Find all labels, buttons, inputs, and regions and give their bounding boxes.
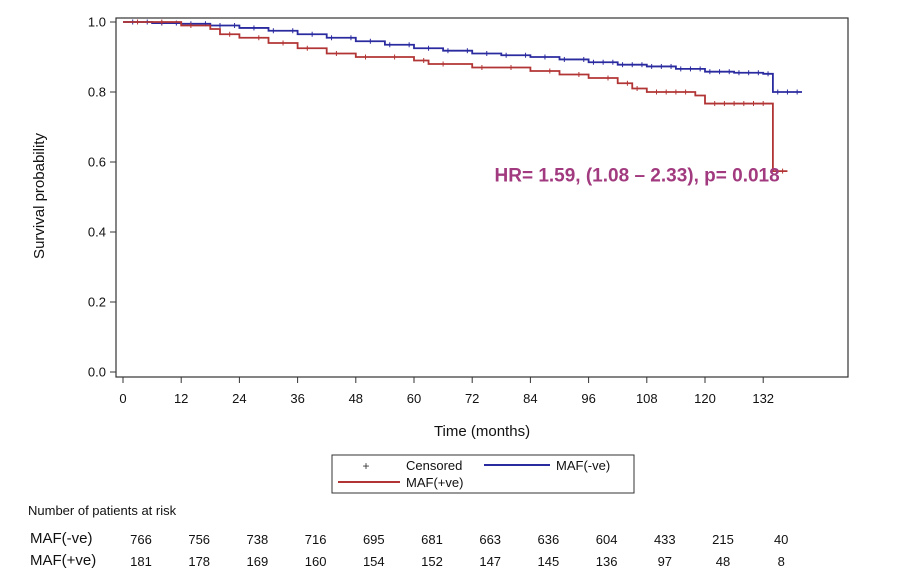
x-tick-label: 132 xyxy=(752,391,774,406)
x-tick-label: 60 xyxy=(407,391,421,406)
risk-table: MAF(-ve) MAF(+ve) 766 756 738 716 695 681 663 6… xyxy=(0,528,912,572)
legend-censored-label: Censored xyxy=(406,458,462,473)
legend-label-maf-neg: MAF(-ve) xyxy=(556,458,610,473)
x-tick-label: 108 xyxy=(636,391,658,406)
x-tick-label: 0 xyxy=(119,391,126,406)
risk-value: 160 xyxy=(304,554,327,569)
km-curve-maf-neg xyxy=(123,21,802,93)
risk-value: 766 xyxy=(130,532,152,547)
y-tick-label: 1.0 xyxy=(88,15,106,30)
x-tick-label: 24 xyxy=(232,391,246,406)
risk-row-label-maf-pos: MAF(+ve) xyxy=(30,552,97,569)
risk-value: 181 xyxy=(130,554,152,569)
y-tick-label: 0.2 xyxy=(88,295,106,310)
x-tick-label: 120 xyxy=(694,391,716,406)
risk-row-label-maf-neg: MAF(-ve) xyxy=(30,530,93,547)
risk-table-title: Number of patients at risk xyxy=(28,503,177,518)
y-axis: 0.0 0.2 0.4 0.6 0.8 1.0 xyxy=(88,15,116,380)
y-tick-label: 0.0 xyxy=(88,365,106,380)
risk-value: 147 xyxy=(479,554,502,569)
legend: + Censored MAF(-ve) MAF(+ve) xyxy=(331,454,635,494)
risk-value: 97 xyxy=(657,554,673,569)
x-tick-label: 72 xyxy=(465,391,479,406)
censored-marker-icon: + xyxy=(362,459,369,473)
risk-value: 433 xyxy=(653,532,676,547)
risk-value: 695 xyxy=(362,532,385,547)
legend-box xyxy=(331,454,635,494)
risk-value: 169 xyxy=(246,554,269,569)
risk-value: 716 xyxy=(304,532,327,547)
x-tick-label: 12 xyxy=(174,391,188,406)
risk-value: 40 xyxy=(773,532,789,547)
risk-value: 756 xyxy=(188,532,211,547)
risk-value: 604 xyxy=(595,532,618,547)
risk-value: 178 xyxy=(188,554,211,569)
risk-value: 681 xyxy=(421,532,443,547)
x-axis: 0 12 24 36 48 60 72 84 96 108 120 132 xyxy=(119,377,774,406)
y-tick-label: 0.6 xyxy=(88,155,106,170)
risk-value: 154 xyxy=(362,554,385,569)
plot-frame xyxy=(115,17,849,378)
y-axis-title: Survival probability xyxy=(31,133,48,259)
km-chart: 0.0 0.2 0.4 0.6 0.8 1.0 0 12 24 36 48 60 72 84 96 108 1… xyxy=(31,15,849,494)
x-tick-label: 36 xyxy=(290,391,304,406)
risk-value: 145 xyxy=(537,554,560,569)
series-layer xyxy=(123,19,802,174)
risk-value: 152 xyxy=(421,554,443,569)
x-tick-label: 48 xyxy=(349,391,363,406)
risk-value: 136 xyxy=(595,554,618,569)
risk-value: 663 xyxy=(479,532,502,547)
y-tick-label: 0.8 xyxy=(88,85,106,100)
risk-value: 8 xyxy=(777,554,785,569)
hazard-ratio-annotation: HR= 1.59, (1.08 – 2.33), p= 0.018 xyxy=(495,165,780,186)
x-tick-label: 96 xyxy=(581,391,595,406)
km-curve-maf-pos xyxy=(123,21,788,172)
risk-value: 738 xyxy=(246,532,269,547)
plot-border xyxy=(115,17,849,378)
risk-value: 215 xyxy=(712,532,734,547)
legend-label-maf-pos: MAF(+ve) xyxy=(406,475,463,490)
risk-value: 48 xyxy=(715,554,731,569)
risk-value: 636 xyxy=(537,532,560,547)
x-axis-title: Time (months) xyxy=(434,423,530,440)
y-tick-label: 0.4 xyxy=(88,225,106,240)
x-tick-label: 84 xyxy=(523,391,537,406)
